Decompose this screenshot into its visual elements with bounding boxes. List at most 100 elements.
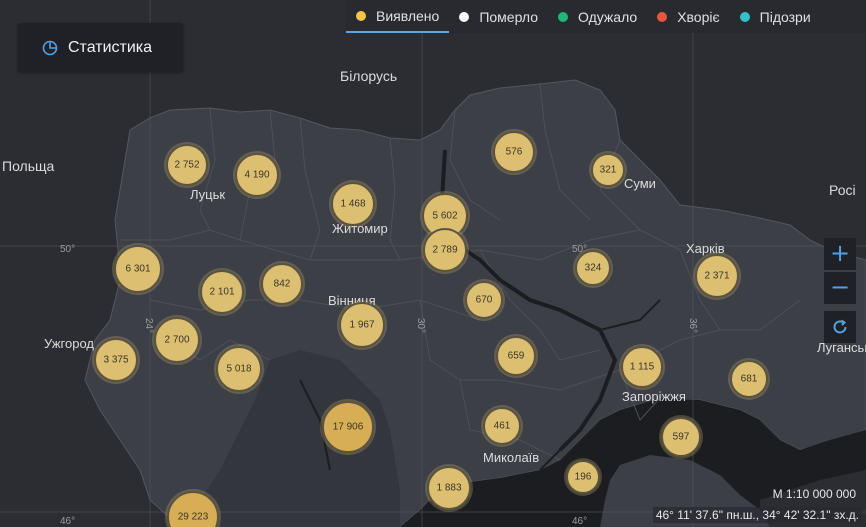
cluster-marker[interactable]: 1 115 xyxy=(619,344,665,390)
cluster-count: 196 xyxy=(575,472,592,483)
sick-dot-icon xyxy=(657,11,668,22)
cluster-marker[interactable]: 461 xyxy=(481,405,523,447)
cluster-circle xyxy=(114,245,162,293)
cluster-marker[interactable]: 3 375 xyxy=(92,336,140,384)
cluster-marker[interactable]: 29 223 xyxy=(165,489,221,527)
place-lutsk: Луцьк xyxy=(190,187,225,202)
cluster-layer: 2 752 4 190 1 468 5 602 2 789 576 321 6 301 2 10… xyxy=(92,129,770,527)
tab-suspected[interactable]: Підозри xyxy=(730,0,821,33)
cluster-marker[interactable]: 842 xyxy=(259,261,305,307)
cluster-count: 842 xyxy=(274,279,291,290)
cluster-count: 597 xyxy=(673,432,690,443)
grid-label-lon30: 30° xyxy=(415,318,426,333)
cluster-marker[interactable]: 1 967 xyxy=(337,300,387,350)
cluster-marker[interactable]: 1 468 xyxy=(329,180,377,228)
cluster-count: 1 883 xyxy=(436,483,461,494)
place-zaporizhzhia: Запоріжжя xyxy=(622,389,686,404)
cluster-marker[interactable]: 670 xyxy=(463,279,505,321)
tab-label: Померло xyxy=(479,8,539,25)
cluster-count: 3 375 xyxy=(103,355,128,366)
zoom-out-button[interactable]: − xyxy=(824,272,856,304)
cluster-marker[interactable]: 597 xyxy=(659,415,703,459)
cluster-circle xyxy=(331,182,375,226)
cluster-marker[interactable]: 2 752 xyxy=(164,142,210,188)
cluster-circle xyxy=(566,460,600,494)
cluster-count: 1 115 xyxy=(630,362,655,373)
cluster-marker[interactable]: 5 018 xyxy=(214,344,264,394)
place-mykolaiv: Миколаїв xyxy=(483,450,539,465)
statistics-button[interactable]: Статистика xyxy=(18,23,183,72)
place-kharkiv: Харків xyxy=(686,241,725,256)
grid-label-lat50-left: 50° xyxy=(60,244,75,255)
cluster-marker[interactable]: 576 xyxy=(491,129,537,175)
status-tabs: Виявлено Померло Одужало Хворіє Підозри xyxy=(346,0,866,33)
cluster-circle xyxy=(235,153,279,197)
cluster-circle xyxy=(322,401,374,453)
grid-label-lat46-mid: 46° xyxy=(572,516,587,527)
cluster-circle xyxy=(661,417,701,457)
cluster-marker[interactable]: 4 190 xyxy=(233,151,281,199)
cluster-count: 1 967 xyxy=(349,320,374,331)
cluster-circle xyxy=(339,302,385,348)
cluster-circle xyxy=(621,346,663,388)
cluster-marker[interactable]: 659 xyxy=(494,334,538,378)
cluster-marker[interactable]: 2 789 xyxy=(421,226,469,274)
cluster-circle xyxy=(465,281,503,319)
cluster-circle xyxy=(167,491,219,527)
cluster-marker[interactable]: 2 371 xyxy=(693,252,741,300)
tab-label: Виявлено xyxy=(376,7,440,24)
zoom-control: + − xyxy=(824,238,856,304)
cluster-count: 29 223 xyxy=(178,512,209,523)
grid-label-lon24: 24° xyxy=(143,318,154,333)
tab-label: Одужало xyxy=(578,8,638,25)
zoom-in-button[interactable]: + xyxy=(824,238,856,270)
detected-dot-icon xyxy=(356,10,366,21)
cluster-circle xyxy=(94,338,138,382)
cluster-marker[interactable]: 196 xyxy=(564,458,602,496)
cluster-count: 4 190 xyxy=(244,170,269,181)
cluster-circle xyxy=(695,254,739,298)
tab-died[interactable]: Померло xyxy=(449,0,548,33)
refresh-icon xyxy=(833,319,847,334)
cluster-count: 461 xyxy=(494,421,511,432)
cluster-marker[interactable]: 681 xyxy=(728,358,770,400)
cluster-count: 324 xyxy=(585,263,602,274)
place-uzhhorod: Ужгород xyxy=(44,336,94,351)
cluster-marker[interactable]: 6 301 xyxy=(112,243,164,295)
cluster-marker[interactable]: 2 101 xyxy=(198,268,246,316)
cluster-circle xyxy=(166,144,208,186)
cluster-count: 670 xyxy=(476,295,493,306)
cluster-marker[interactable]: 2 700 xyxy=(152,315,202,365)
cluster-marker[interactable]: 321 xyxy=(589,151,627,189)
place-russia: Росі xyxy=(829,182,856,198)
map-scale: М 1:10 000 000 xyxy=(772,487,856,501)
cluster-count: 576 xyxy=(506,147,523,158)
cluster-count: 321 xyxy=(600,165,617,176)
cluster-circle xyxy=(200,270,244,314)
tab-sick[interactable]: Хворіє xyxy=(647,0,729,33)
pie-chart-icon xyxy=(42,40,58,55)
cluster-marker[interactable]: 17 906 xyxy=(320,399,376,455)
river-branch xyxy=(299,299,661,471)
moldova-area xyxy=(180,350,400,527)
cluster-circle xyxy=(493,131,535,173)
cluster-marker[interactable]: 1 883 xyxy=(425,464,473,512)
tab-detected[interactable]: Виявлено xyxy=(346,0,450,33)
region-borders xyxy=(120,83,801,461)
cluster-marker[interactable]: 5 602 xyxy=(420,191,470,241)
cluster-circle xyxy=(261,263,303,305)
tab-label: Підозри xyxy=(759,8,811,25)
cluster-circle xyxy=(423,228,467,272)
tab-recovered[interactable]: Одужало xyxy=(548,0,647,33)
cluster-marker[interactable]: 324 xyxy=(573,248,613,288)
grid-label-lon36: 36° xyxy=(687,318,698,333)
cluster-circle xyxy=(216,346,262,392)
refresh-button[interactable] xyxy=(824,311,856,343)
cluster-count: 2 700 xyxy=(164,335,189,346)
cluster-circle xyxy=(591,153,625,187)
cluster-count: 659 xyxy=(508,351,525,362)
recovered-dot-icon xyxy=(558,11,569,22)
cluster-circle xyxy=(154,317,200,363)
cluster-count: 5 018 xyxy=(226,364,251,375)
